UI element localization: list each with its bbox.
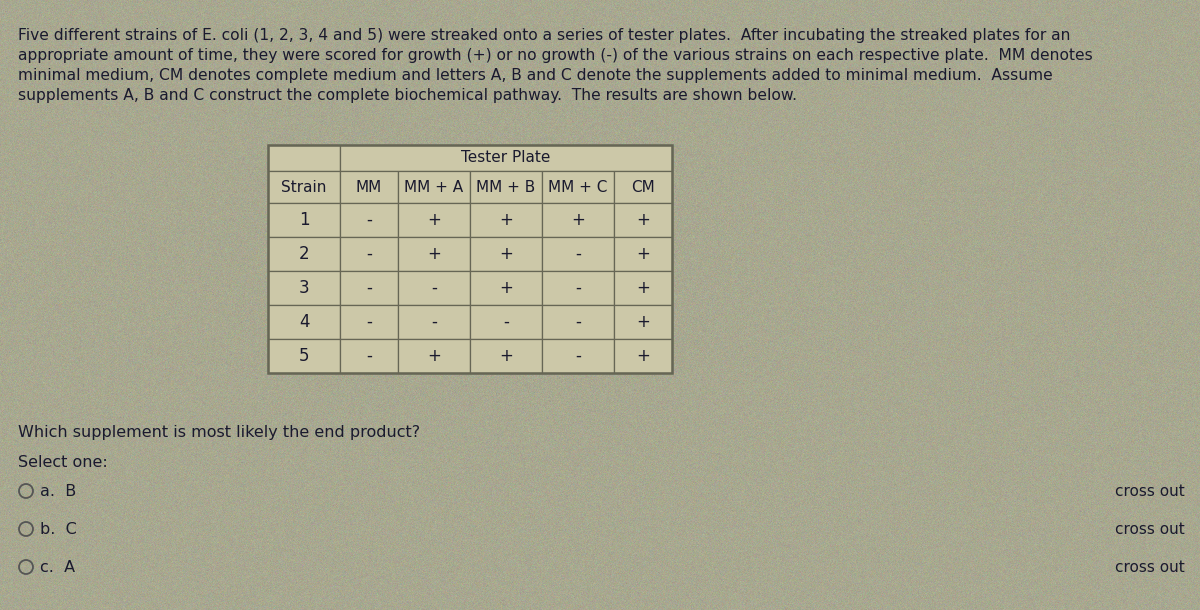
Text: Strain: Strain <box>281 179 326 195</box>
Text: minimal medium, CM denotes complete medium and letters A, B and C denote the sup: minimal medium, CM denotes complete medi… <box>18 68 1052 83</box>
Text: +: + <box>499 245 512 263</box>
Text: -: - <box>575 347 581 365</box>
Text: +: + <box>427 245 440 263</box>
Text: +: + <box>499 279 512 297</box>
Text: MM + A: MM + A <box>404 179 463 195</box>
Bar <box>542 171 614 203</box>
Text: CM: CM <box>631 179 655 195</box>
Text: MM + B: MM + B <box>476 179 535 195</box>
Bar <box>268 145 340 171</box>
Bar <box>340 145 672 171</box>
Bar <box>470 305 542 339</box>
Bar <box>542 339 614 373</box>
Bar <box>268 171 340 203</box>
Bar <box>470 237 542 271</box>
Bar <box>268 145 672 373</box>
Text: -: - <box>366 245 372 263</box>
Text: cross out: cross out <box>1115 559 1186 575</box>
Bar <box>614 237 672 271</box>
Text: -: - <box>575 245 581 263</box>
Text: 3: 3 <box>299 279 310 297</box>
Bar <box>340 339 398 373</box>
Bar <box>542 203 614 237</box>
Bar <box>470 203 542 237</box>
Text: supplements A, B and C construct the complete biochemical pathway.  The results : supplements A, B and C construct the com… <box>18 88 797 103</box>
Bar <box>398 203 470 237</box>
Text: Select one:: Select one: <box>18 455 108 470</box>
Text: +: + <box>427 347 440 365</box>
Text: +: + <box>636 245 650 263</box>
Text: 1: 1 <box>299 211 310 229</box>
Bar <box>398 271 470 305</box>
Bar <box>614 171 672 203</box>
Text: +: + <box>499 347 512 365</box>
Text: +: + <box>499 211 512 229</box>
Text: cross out: cross out <box>1115 484 1186 498</box>
Bar <box>470 339 542 373</box>
Bar <box>268 271 340 305</box>
Text: +: + <box>571 211 584 229</box>
Bar <box>470 171 542 203</box>
Bar <box>614 271 672 305</box>
Text: +: + <box>636 279 650 297</box>
Bar <box>268 237 340 271</box>
Bar <box>268 203 340 237</box>
Text: -: - <box>431 313 437 331</box>
Text: 5: 5 <box>299 347 310 365</box>
Bar <box>268 305 340 339</box>
Bar <box>542 237 614 271</box>
Text: Five different strains of E. coli (1, 2, 3, 4 and 5) were streaked onto a series: Five different strains of E. coli (1, 2,… <box>18 28 1070 43</box>
Bar <box>398 305 470 339</box>
Text: a.  B: a. B <box>40 484 77 498</box>
Text: 4: 4 <box>299 313 310 331</box>
Bar <box>542 271 614 305</box>
Text: -: - <box>366 347 372 365</box>
Text: -: - <box>366 279 372 297</box>
Text: MM: MM <box>356 179 382 195</box>
Text: -: - <box>366 313 372 331</box>
Text: +: + <box>636 313 650 331</box>
Bar <box>340 171 398 203</box>
Bar <box>340 237 398 271</box>
Bar <box>268 339 340 373</box>
Bar <box>470 271 542 305</box>
Bar <box>542 305 614 339</box>
Text: -: - <box>575 279 581 297</box>
Text: c.  A: c. A <box>40 559 76 575</box>
Text: -: - <box>503 313 509 331</box>
Text: MM + C: MM + C <box>548 179 607 195</box>
Text: +: + <box>427 211 440 229</box>
Text: -: - <box>575 313 581 331</box>
Text: Which supplement is most likely the end product?: Which supplement is most likely the end … <box>18 425 420 440</box>
Text: -: - <box>366 211 372 229</box>
Text: Tester Plate: Tester Plate <box>461 151 551 165</box>
Text: b.  C: b. C <box>40 522 77 537</box>
Bar <box>398 171 470 203</box>
Bar <box>614 203 672 237</box>
Bar <box>340 203 398 237</box>
Bar <box>398 237 470 271</box>
Text: -: - <box>431 279 437 297</box>
Bar <box>398 339 470 373</box>
Bar <box>614 339 672 373</box>
Bar <box>340 271 398 305</box>
Bar <box>614 305 672 339</box>
Text: +: + <box>636 347 650 365</box>
Text: cross out: cross out <box>1115 522 1186 537</box>
Text: appropriate amount of time, they were scored for growth (+) or no growth (-) of : appropriate amount of time, they were sc… <box>18 48 1093 63</box>
Bar <box>340 305 398 339</box>
Text: +: + <box>636 211 650 229</box>
Text: 2: 2 <box>299 245 310 263</box>
